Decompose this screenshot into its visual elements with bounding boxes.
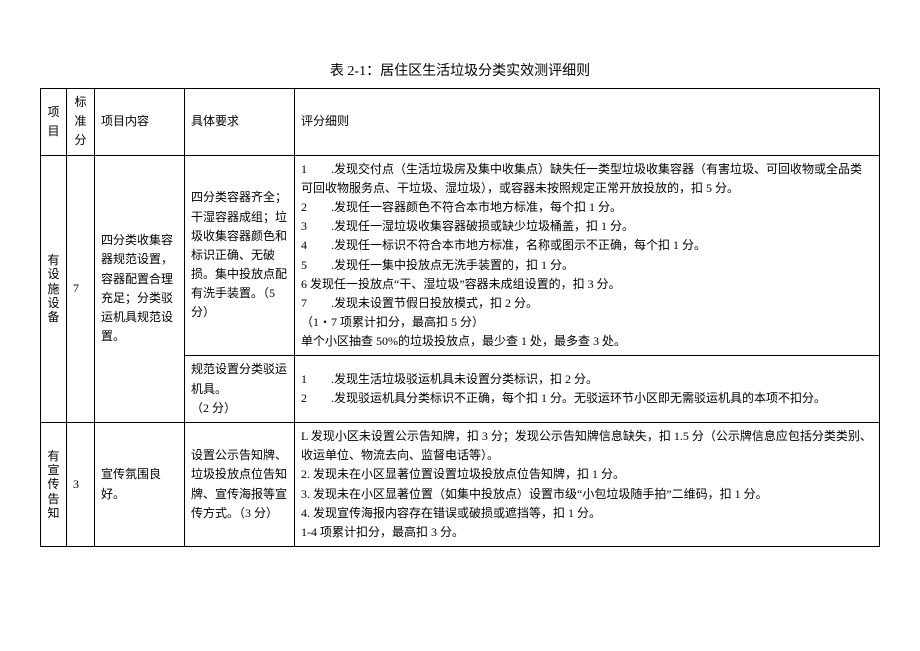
- detail-line: 4. 发现宣传海报内容存在错误或破损或遮挡等，扣 1 分。: [301, 504, 873, 523]
- detail-line: 6 发现任一投放点“干、湿垃圾”容器未成组设置的，扣 3 分。: [301, 275, 873, 294]
- detail-line: 3 .发现任一湿垃圾收集容器破损或缺少垃圾桶盖，扣 1 分。: [301, 217, 873, 236]
- detail-line: 1 .发现生活垃圾驳运机具未设置分类标识，扣 2 分。: [301, 370, 873, 389]
- score-publicity: 3: [67, 423, 95, 547]
- detail-line: 2 .发现驳运机具分类标识不正确，每个扣 1 分。无驳运环节小区即无需驳运机具的…: [301, 389, 873, 408]
- char: 知: [47, 506, 60, 520]
- table-title: 表 2-1：居住区生活垃圾分类实效测评细则: [40, 60, 880, 80]
- detail-line: 2 .发现任一容器颜色不符合本市地方标准，每个扣 1 分。: [301, 198, 873, 217]
- header-require: 具体要求: [185, 89, 295, 156]
- detail-line: 4 .发现任一标识不符合本市地方标准，名称或图示不正确，每个扣 1 分。: [301, 236, 873, 255]
- char: 施: [47, 282, 60, 296]
- detail-line: 1 .发现交付点（生活垃圾房及集中收集点）缺失任一类型垃圾收集容器（有害垃圾、可…: [301, 160, 873, 198]
- char: 传: [47, 477, 60, 491]
- detail-line: L 发现小区未设置公示告知牌，扣 3 分；发现公示告知牌信息缺失，扣 1.5 分…: [301, 427, 873, 465]
- header-content: 项目内容: [95, 89, 185, 156]
- evaluation-table: 项目 标准分 项目内容 具体要求 评分细则 有 设 施 设 备 7 四分类收集容…: [40, 88, 880, 547]
- char: 有: [47, 253, 60, 267]
- proj-facility: 有 设 施 设 备: [41, 155, 67, 422]
- char: 备: [47, 310, 60, 324]
- detail-line: 单个小区抽查 50%的垃圾投放点，最少查 1 处，最多查 3 处。: [301, 332, 873, 351]
- req-facility-a: 四分类容器齐全；干湿容器成组；垃圾收集容器颜色和标识正确、无破损。集中投放点配有…: [185, 155, 295, 356]
- detail-line: 3. 发现未在小区显著位置（如集中投放点）设置市级“小包垃圾随手拍”二维码，扣 …: [301, 485, 873, 504]
- detail-facility-b: 1 .发现生活垃圾驳运机具未设置分类标识，扣 2 分。 2 .发现驳运机具分类标…: [295, 356, 880, 423]
- table-row: 有 设 施 设 备 7 四分类收集容器规范设置，容器配置合理充足；分类驳运机具规…: [41, 155, 880, 356]
- header-score: 标准分: [67, 89, 95, 156]
- detail-line: 7 .发现未设置节假日投放模式，扣 2 分。: [301, 294, 873, 313]
- detail-line: 5 .发现任一集中投放点无洗手装置的，扣 1 分。: [301, 256, 873, 275]
- detail-line: （1・7 项累计扣分，最高扣 5 分）: [301, 313, 873, 332]
- detail-line: 1-4 项累计扣分，最高扣 3 分。: [301, 523, 873, 542]
- req-publicity: 设置公示告知牌、垃圾投放点位告知牌、宣传海报等宣传方式。（3 分）: [185, 423, 295, 547]
- header-project: 项目: [41, 89, 67, 156]
- table-header-row: 项目 标准分 项目内容 具体要求 评分细则: [41, 89, 880, 156]
- table-row: 有 宣 传 告 知 3 宣传氛围良好。 设置公示告知牌、垃圾投放点位告知牌、宣传…: [41, 423, 880, 547]
- detail-facility-a: 1 .发现交付点（生活垃圾房及集中收集点）缺失任一类型垃圾收集容器（有害垃圾、可…: [295, 155, 880, 356]
- char: 设: [47, 296, 60, 310]
- header-detail: 评分细则: [295, 89, 880, 156]
- char: 宣: [47, 463, 60, 477]
- detail-publicity: L 发现小区未设置公示告知牌，扣 3 分；发现公示告知牌信息缺失，扣 1.5 分…: [295, 423, 880, 547]
- score-facility: 7: [67, 155, 95, 422]
- proj-publicity: 有 宣 传 告 知: [41, 423, 67, 547]
- content-publicity: 宣传氛围良好。: [95, 423, 185, 547]
- detail-line: 2. 发现未在小区显著位置设置垃圾投放点位告知牌，扣 1 分。: [301, 465, 873, 484]
- char: 设: [47, 267, 60, 281]
- req-facility-b: 规范设置分类驳运机具。 （2 分）: [185, 356, 295, 423]
- char: 有: [47, 449, 60, 463]
- content-facility: 四分类收集容器规范设置，容器配置合理充足；分类驳运机具规范设置。: [95, 155, 185, 422]
- char: 告: [47, 492, 60, 506]
